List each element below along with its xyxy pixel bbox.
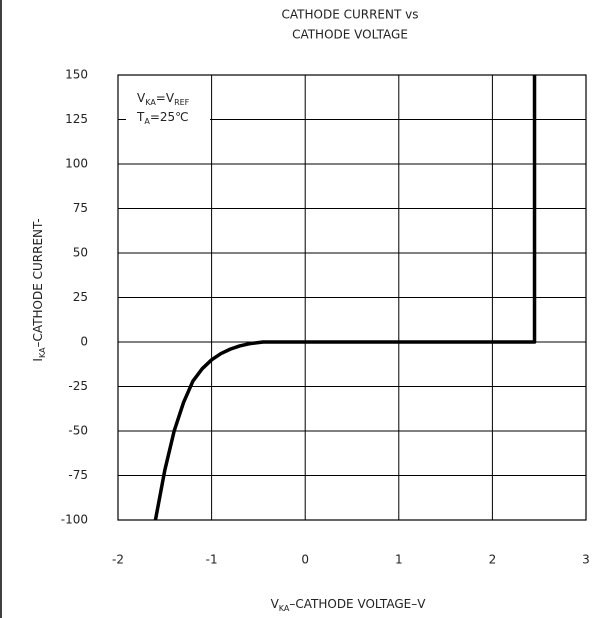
annotation: VKA=VREF [137,91,190,108]
x-axis-label-part: V [271,597,280,611]
y-axis-label-part: I [31,358,45,362]
annotation: TA=25℃ [136,110,189,127]
x-tick-label: 3 [582,553,590,567]
y-tick-label: -50 [68,424,88,438]
chart-title: CATHODE CURRENT vs [282,8,419,22]
y-tick-label: 0 [80,335,88,349]
y-axis-label-part: –CATHODE CURRENT- [31,218,45,347]
y-tick-label: 75 [73,201,88,215]
annotation-part: T [136,110,145,124]
x-tick-label: 1 [395,553,403,567]
y-tick-label: 125 [65,112,88,126]
annotation-part: A [144,117,150,126]
x-tick-label: 2 [489,553,497,567]
x-axis-label: VKA–CATHODE VOLTAGE–V [271,597,427,614]
x-tick-label: 0 [301,553,309,567]
y-tick-label: -25 [68,379,88,393]
annotation-part: =25℃ [150,110,189,124]
y-tick-label: -100 [61,513,88,527]
chart-title: CATHODE VOLTAGE [292,28,408,42]
annotation-box [126,86,210,126]
x-axis-label-part: –CATHODE VOLTAGE–V [289,597,426,611]
x-axis-label-part: KA [279,604,290,613]
annotation-part: KA [145,98,156,107]
y-tick-label: 150 [65,68,88,82]
x-tick-label: -1 [206,553,218,567]
y-tick-label: 100 [65,157,88,171]
y-tick-label: -75 [68,468,88,482]
x-tick-label: -2 [112,553,124,567]
annotation-part: V [137,91,146,105]
data-line [153,75,537,521]
y-tick-label: 50 [73,246,88,260]
annotation-part: REF [174,98,190,107]
y-axis-label: IKA–CATHODE CURRENT- [31,218,48,361]
y-axis-label-part: KA [38,347,47,358]
y-tick-label: 25 [73,290,88,304]
annotation-part: =V [156,91,175,105]
